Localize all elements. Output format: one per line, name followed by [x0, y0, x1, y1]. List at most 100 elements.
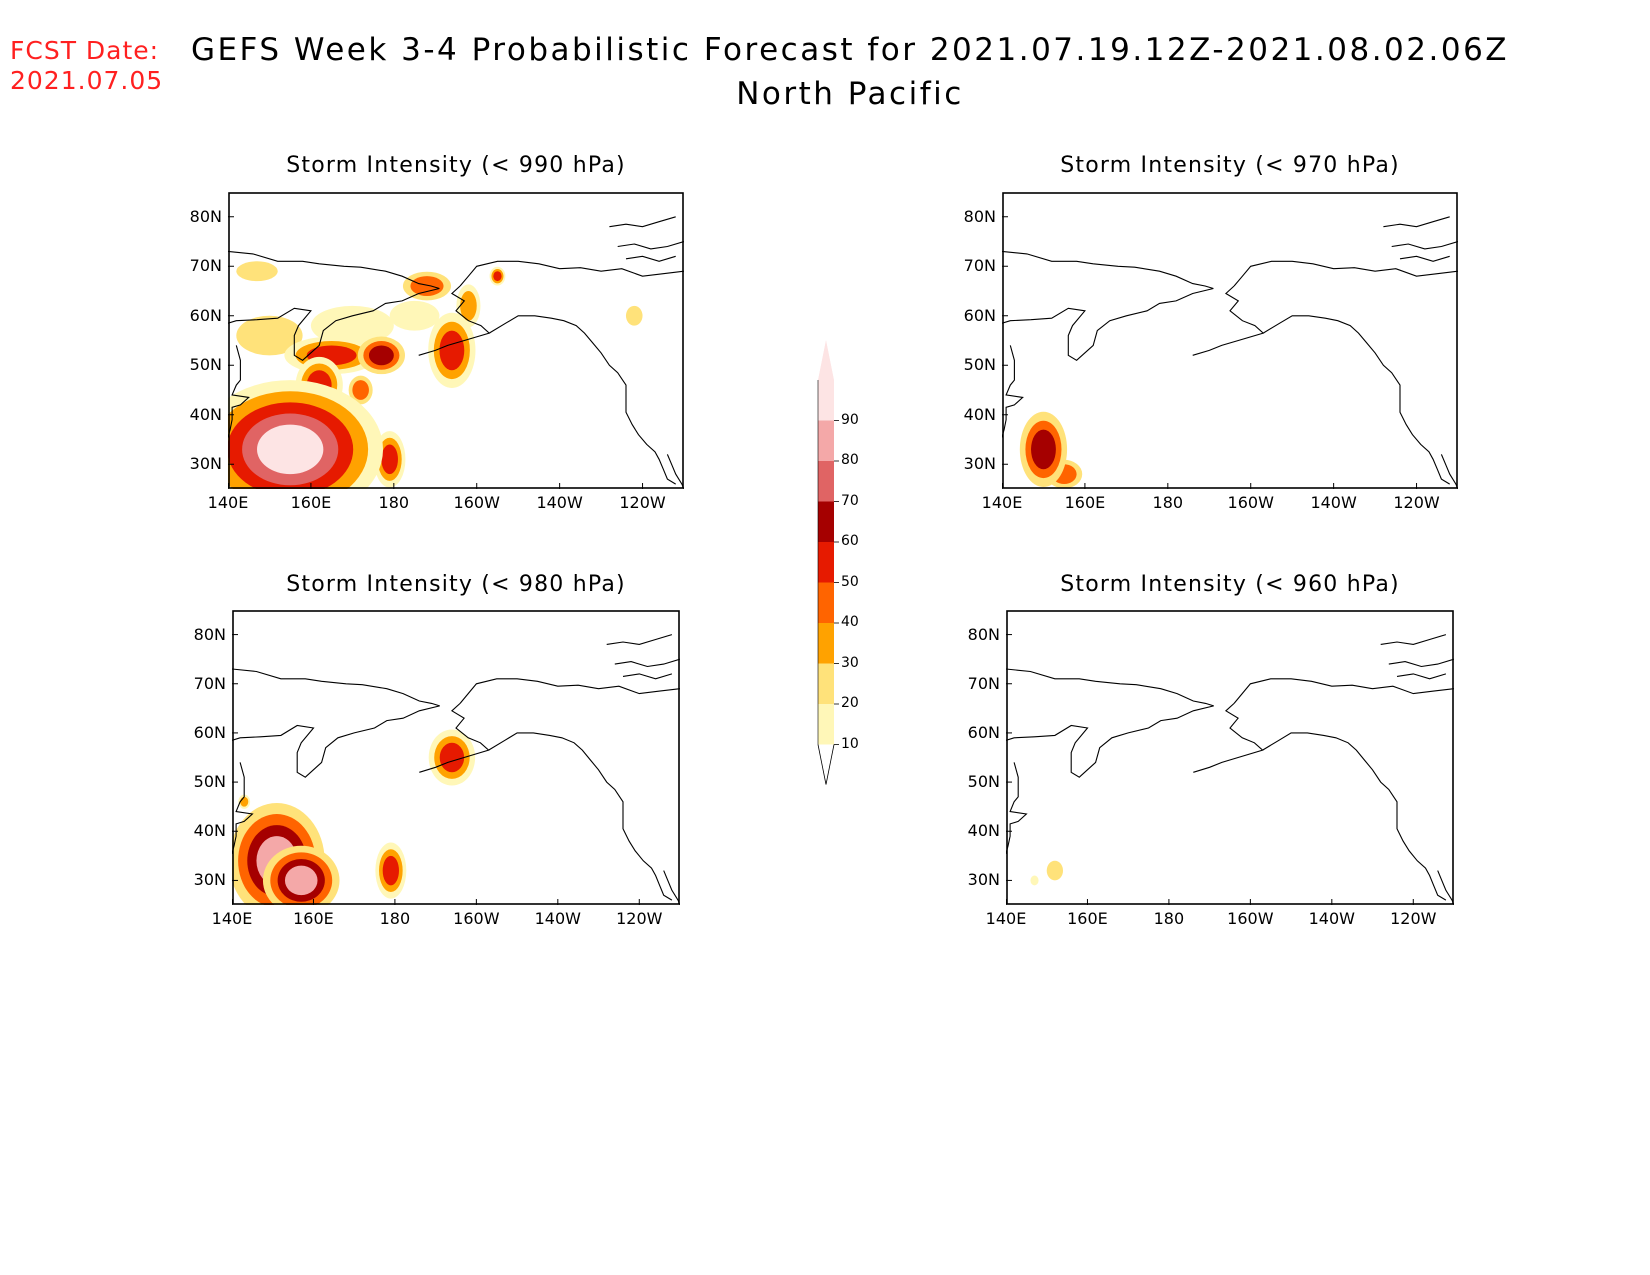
lon-tick-label: 180 [378, 493, 410, 512]
lon-tick-label: 140W [536, 493, 583, 512]
lat-tick-label: 80N [193, 624, 226, 644]
map-frame [1006, 610, 1454, 905]
colorbar-label: 80 [841, 452, 859, 468]
fcst-date-label: FCST Date: [10, 36, 160, 65]
coastline [418, 285, 491, 356]
lat-tick-label: 50N [963, 355, 996, 375]
coastline [1380, 634, 1447, 645]
probability-region [460, 291, 477, 321]
colorbar-label: 30 [841, 654, 859, 671]
probability-region [368, 345, 394, 366]
colorbar-swatch [818, 461, 834, 502]
fcst-date-value: 2021.07.05 [10, 66, 164, 95]
colorbar-max-arrow [818, 340, 834, 380]
lat-tick-label: 80N [189, 206, 222, 226]
panel-title: Storm Intensity (< 970 hPa) [1060, 153, 1400, 178]
lat-tick-label: 70N [967, 673, 1000, 693]
coastline [1002, 345, 1024, 438]
coastline [459, 260, 684, 287]
lon-tick-label: 160E [1064, 493, 1106, 512]
lat-tick-label: 40N [193, 821, 226, 841]
lat-tick-label: 30N [963, 454, 996, 474]
probability-region [382, 855, 399, 886]
lon-tick-label: 180 [1153, 909, 1185, 928]
probability-region [310, 305, 394, 346]
coastline [228, 287, 440, 361]
coastline [1262, 315, 1450, 485]
coastline [1233, 678, 1454, 704]
probability-region [1031, 429, 1056, 470]
lon-tick-label: 160W [453, 909, 500, 928]
region-subtitle: North Pacific [736, 76, 964, 112]
lon-tick-label: 120W [1393, 493, 1440, 512]
lat-tick-label: 30N [189, 454, 222, 474]
coastline [488, 315, 676, 485]
coastline [1262, 732, 1447, 901]
lon-tick-label: 140W [1310, 493, 1357, 512]
map-frame [232, 610, 680, 905]
colorbar-swatch [818, 623, 834, 664]
probability-region [257, 424, 324, 475]
lat-tick-label: 30N [967, 870, 1000, 890]
coastline [1383, 216, 1450, 228]
lon-tick-label: 120W [1390, 909, 1437, 928]
colorbar-label: 60 [841, 533, 859, 549]
lat-tick-label: 60N [193, 722, 226, 742]
probability-colorbar [817, 340, 839, 785]
coastline [228, 250, 440, 290]
lat-tick-label: 70N [189, 256, 222, 276]
panel-title: Storm Intensity (< 960 hPa) [1060, 572, 1400, 597]
colorbar-label: 70 [841, 492, 859, 509]
lon-tick-label: 160W [453, 493, 500, 512]
colorbar-swatch [818, 704, 834, 745]
lon-tick-label: 140E [207, 493, 249, 512]
lon-tick-label: 120W [619, 493, 666, 512]
probability-region [493, 271, 502, 282]
coastline [232, 705, 440, 778]
probability-region [439, 330, 465, 371]
lat-tick-label: 50N [193, 772, 226, 792]
colorbar-label: 50 [841, 573, 859, 590]
coastline [609, 216, 676, 228]
lat-tick-label: 40N [967, 821, 1000, 841]
probability-region [352, 380, 369, 400]
lon-tick-label: 160W [1227, 909, 1274, 928]
coastline [1006, 705, 1214, 778]
map-panel [232, 610, 680, 905]
probability-region [1030, 875, 1039, 886]
coastline [1396, 673, 1447, 680]
lon-tick-label: 180 [379, 909, 411, 928]
colorbar-swatch [818, 663, 834, 704]
coastline [1233, 260, 1458, 287]
coastline [1002, 250, 1214, 290]
probability-region [284, 865, 318, 896]
lat-tick-label: 60N [963, 305, 996, 325]
lon-tick-label: 160W [1227, 493, 1274, 512]
coastline [1002, 287, 1214, 361]
lat-tick-label: 60N [967, 722, 1000, 742]
map-frame [1002, 192, 1458, 489]
lon-tick-label: 160E [1067, 909, 1108, 928]
probability-region [381, 444, 398, 475]
lon-tick-label: 140W [1308, 909, 1355, 928]
coastline [614, 658, 680, 668]
probability-region [410, 276, 444, 296]
colorbar-swatch [818, 380, 834, 421]
coastline [606, 634, 673, 645]
lat-tick-label: 70N [193, 673, 226, 693]
coastline [1388, 658, 1454, 668]
coastline [1391, 240, 1458, 250]
lat-tick-label: 50N [189, 355, 222, 375]
coastline [622, 673, 673, 680]
lon-tick-label: 160E [290, 493, 332, 512]
panel-title: Storm Intensity (< 980 hPa) [286, 572, 626, 597]
fcst-date-block: FCST Date: 2021.07.05 [10, 36, 163, 96]
probability-region [240, 796, 249, 807]
lon-tick-label: 140E [981, 493, 1023, 512]
colorbar-min-arrow [817, 744, 835, 785]
colorbar-swatch [818, 582, 834, 623]
map-frame [228, 192, 684, 489]
lon-tick-label: 160E [293, 909, 334, 928]
coastline [232, 762, 254, 854]
probability-region [236, 261, 278, 282]
